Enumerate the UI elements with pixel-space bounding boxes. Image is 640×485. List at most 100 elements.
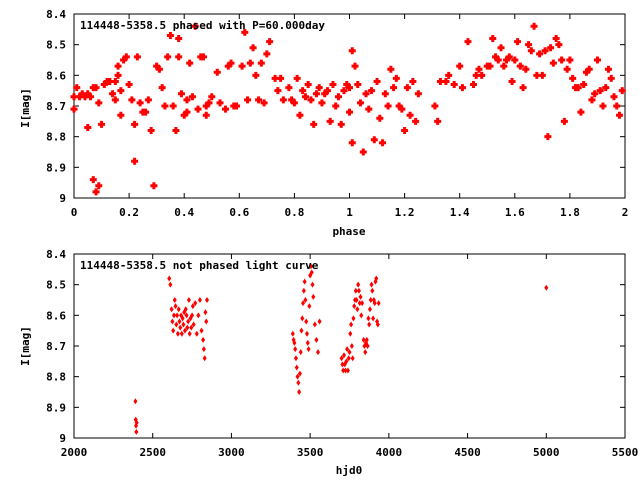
unphased-x-ticks: 2000 2500 3000 3500 4000 4500 5000 5500 [61,254,638,459]
data-point [293,355,298,362]
data-point [489,35,497,43]
data-point [464,38,472,46]
data-point [337,120,345,128]
data-point [122,53,130,61]
data-point [316,349,321,356]
data-point [117,111,125,119]
data-point [326,117,334,125]
data-point [472,71,480,79]
data-point [183,108,191,116]
data-point [375,321,380,328]
data-point [478,71,486,79]
phased-x-tick-label: 1.2 [395,206,415,219]
data-point [414,90,422,98]
data-point [303,297,308,303]
data-point [558,56,566,64]
phased-x-tick-label: 2 [622,206,629,219]
data-point [538,71,546,79]
data-point [376,300,381,307]
data-point [541,47,549,55]
data-point [450,81,458,89]
data-point [329,81,337,89]
data-point [292,339,297,346]
phased-y-tick-label: 8.9 [46,161,66,174]
data-point [196,312,201,319]
data-point [186,297,191,303]
data-point [321,90,329,98]
data-point [150,182,158,190]
phased-y-tick-label: 8.5 [46,39,66,52]
unphased-chart: 2000 2500 3000 3500 4000 4500 5000 5500 8.48.58… [19,248,638,477]
data-point [580,81,588,89]
data-point [547,44,555,52]
data-point [347,349,352,356]
data-point [306,346,311,353]
data-point [591,90,599,98]
data-point [384,102,392,110]
data-point [369,281,374,288]
data-point [205,297,210,303]
data-point [190,303,195,310]
data-point [346,355,351,362]
data-point [271,74,279,82]
data-point [164,53,172,61]
data-point [360,300,365,307]
data-point [191,22,199,30]
data-point [199,327,204,334]
phased-x-tick-label: 1 [346,206,353,219]
data-point [279,96,287,104]
data-point [125,81,133,89]
data-point [133,398,138,405]
data-point [224,62,232,70]
unphased-x-axis-label: hjd0 [336,464,363,477]
data-point [222,105,230,113]
data-point [87,93,95,101]
data-point [298,349,303,356]
data-point [406,111,414,119]
data-point [95,99,103,107]
data-point [178,324,183,331]
data-point [527,47,535,55]
data-point [348,330,353,337]
data-point [246,59,254,67]
unphased-chart-title: 114448-5358.5 not phased light curve [80,259,319,272]
data-point [205,99,213,107]
data-point [345,346,350,353]
data-point [511,56,519,64]
phased-chart: 0 0.2 0.4 0.6 0.8 1 1.2 1.4 1.6 1.8 2 8.4 8.5 8.6 8.7… [19,8,628,238]
data-point [309,269,314,276]
data-point [181,321,186,328]
data-point [469,81,477,89]
data-point [357,99,365,107]
data-point [183,306,188,313]
data-point [566,56,574,64]
unphased-x-tick-label: 3500 [297,446,324,459]
phased-y-axis-label: I[mag] [19,88,32,128]
data-point [293,74,301,82]
data-point [366,315,371,322]
data-point [355,306,360,313]
data-point [371,315,376,322]
data-point [302,278,307,285]
phased-y-tick-label: 8.8 [46,131,66,144]
unphased-y-tick-label: 8.5 [46,279,66,292]
data-point [301,300,306,307]
phased-x-tick-label: 0 [71,206,78,219]
data-point [514,38,522,46]
data-point [533,71,541,79]
data-point [173,303,178,310]
data-point [363,349,368,356]
data-point [260,99,268,107]
data-point [500,62,508,70]
data-point [569,74,577,82]
unphased-y-tick-label: 8.8 [46,371,66,384]
data-point [372,300,377,307]
data-point [171,312,176,319]
data-point [202,111,210,119]
data-point [370,287,375,294]
data-point [344,358,349,365]
data-point [365,105,373,113]
data-point [310,120,318,128]
data-point [379,139,387,147]
data-point [227,59,235,67]
